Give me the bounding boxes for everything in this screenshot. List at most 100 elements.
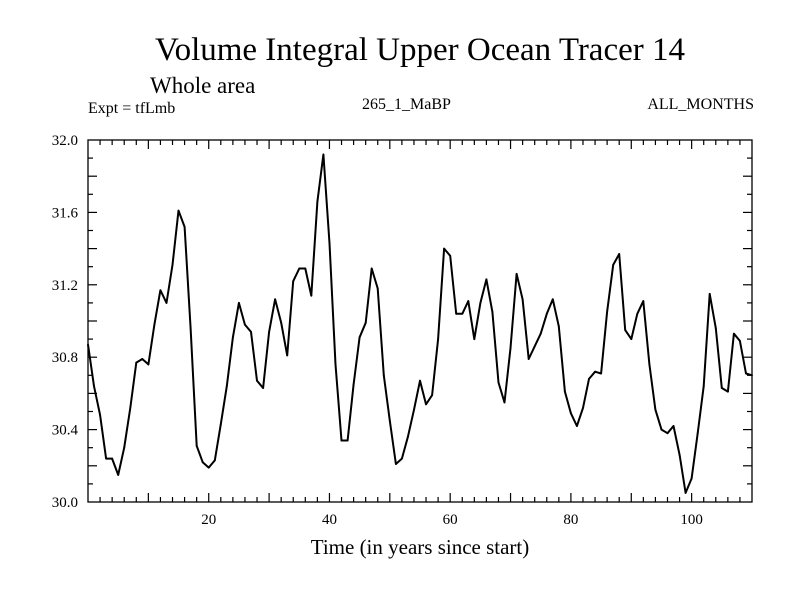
data-point [473,338,476,340]
data-point [244,323,246,326]
data-point [388,419,391,422]
data-point [364,321,367,324]
data-point [195,444,198,447]
data-point [292,280,295,283]
data-point [551,298,554,301]
data-point [612,263,615,266]
data-point [624,329,627,331]
data-point [449,254,452,257]
data-point [334,363,337,366]
x-tick-label: 60 [443,512,458,528]
data-point [225,385,228,388]
data-point [304,267,307,270]
data-point [213,459,216,462]
data-point [171,263,174,266]
data-point [461,312,464,315]
data-point [751,374,753,377]
data-point [437,338,440,340]
data-point [636,312,639,315]
x-tick-label: 80 [563,512,578,528]
data-point [298,267,301,270]
data-point [274,298,277,301]
data-point [684,492,687,494]
data-point [527,358,530,360]
data-point [443,247,446,250]
y-tick-label: 32.0 [52,133,78,149]
data-point [726,390,729,393]
data-point [630,338,633,340]
x-axis-label: Time (in years since start) [310,535,530,559]
data-point [467,300,470,302]
data-point [497,381,500,384]
data-point [238,302,240,304]
data-point [708,292,711,295]
data-point [545,312,548,315]
y-tick-label: 30.8 [52,350,78,366]
data-point [714,327,717,330]
data-point [557,325,560,328]
data-point [286,354,289,357]
data-point [352,383,355,386]
data-point [87,343,89,346]
data-point [521,298,524,301]
y-tick-label: 30.0 [52,495,78,511]
data-point [129,406,132,409]
data-point [394,463,397,465]
data-point [93,385,95,388]
x-tick-label: 20 [201,512,216,528]
data-point [479,302,482,304]
data-point [648,363,651,366]
data-point [696,432,699,435]
data-point [618,253,621,255]
data-points [87,153,753,494]
data-point [382,374,385,377]
series-line [87,153,753,494]
data-point [485,278,488,281]
data-point [600,372,602,375]
data-point [370,267,373,270]
data-point [509,347,512,350]
data-point [690,477,693,480]
data-point [732,332,735,335]
data-point [563,390,566,393]
axis-tick-labels: 20 40 60 80 100 30.0 30.4 30.8 31.2 31.6 32.0 [52,133,703,528]
data-point [123,446,126,449]
y-tick-label: 31.2 [52,278,78,294]
data-point [358,336,361,339]
data-point [419,379,421,382]
data-point [262,387,264,389]
plot-frame [87,139,753,503]
y-tick-label: 30.4 [52,423,79,439]
data-point [280,321,283,324]
data-point [407,435,409,438]
x-tick-label: 40 [322,512,337,528]
data-point [183,225,186,228]
data-point [539,332,542,335]
data-point [316,200,319,203]
data-point [268,330,270,333]
data-point [582,406,584,409]
data-point [425,403,427,406]
data-point [533,345,536,348]
data-point [159,289,162,292]
period-label: ALL_MONTHS [647,96,754,113]
data-point [189,327,192,330]
data-point [207,466,210,469]
data-point [177,209,180,212]
data-point [111,457,114,460]
data-point [642,300,645,302]
data-point [219,423,222,426]
data-point [328,242,331,245]
data-point [745,372,747,375]
chart-subtitle: Whole area [150,73,256,98]
data-point [99,414,101,417]
data-point [413,408,415,411]
data-point [105,457,108,460]
data-point [588,378,590,380]
data-point [322,153,325,156]
data-point [678,454,681,456]
data-point [515,273,518,275]
data-point [117,473,120,476]
data-point [672,425,675,427]
data-point [165,302,168,304]
